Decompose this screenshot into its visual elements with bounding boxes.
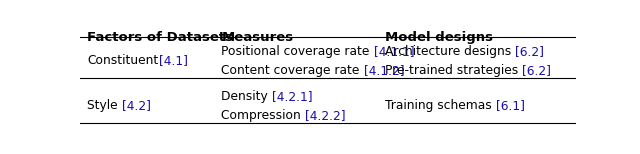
Text: Training schemas: Training schemas bbox=[385, 99, 495, 112]
Text: Compression: Compression bbox=[221, 109, 305, 122]
Text: Content coverage rate: Content coverage rate bbox=[221, 64, 364, 77]
Text: [4.1.2]: [4.1.2] bbox=[364, 64, 404, 77]
Text: Constituent: Constituent bbox=[88, 54, 159, 67]
Text: Factors of Datasets: Factors of Datasets bbox=[88, 31, 234, 44]
Text: [4.2.1]: [4.2.1] bbox=[272, 90, 312, 103]
Text: Pre-trained strategies: Pre-trained strategies bbox=[385, 64, 522, 77]
Text: [4.2.2]: [4.2.2] bbox=[305, 109, 346, 122]
Text: Style: Style bbox=[88, 99, 122, 112]
Text: [6.2]: [6.2] bbox=[515, 45, 544, 58]
Text: Architecture designs: Architecture designs bbox=[385, 45, 515, 58]
Text: Measures: Measures bbox=[221, 31, 294, 44]
Text: [4.1]: [4.1] bbox=[159, 54, 188, 67]
Text: [6.1]: [6.1] bbox=[495, 99, 525, 112]
Text: [4.2]: [4.2] bbox=[122, 99, 151, 112]
Text: Density: Density bbox=[221, 90, 272, 103]
Text: Positional coverage rate: Positional coverage rate bbox=[221, 45, 374, 58]
Text: [4.1.1]: [4.1.1] bbox=[374, 45, 414, 58]
Text: [6.2]: [6.2] bbox=[522, 64, 551, 77]
Text: Model designs: Model designs bbox=[385, 31, 493, 44]
